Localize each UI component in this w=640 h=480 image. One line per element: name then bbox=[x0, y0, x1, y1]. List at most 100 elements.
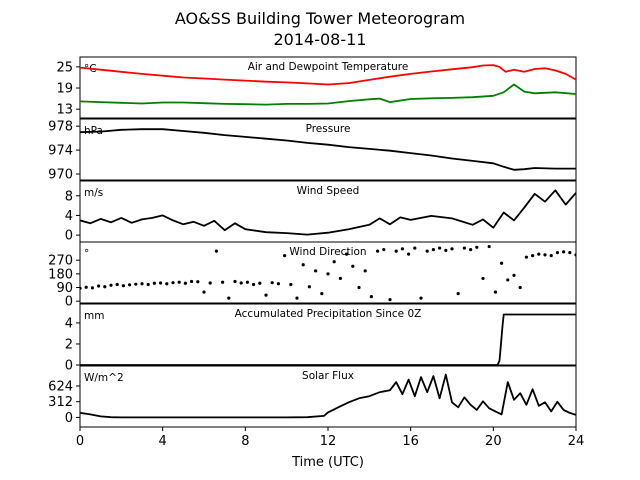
y-tick-label: 0 bbox=[65, 411, 73, 426]
data-point bbox=[276, 282, 280, 286]
data-point bbox=[326, 272, 330, 276]
data-point bbox=[555, 251, 560, 255]
x-tick-label: 8 bbox=[241, 434, 249, 449]
data-point bbox=[252, 282, 256, 287]
y-tick-label: 0 bbox=[65, 359, 73, 374]
data-point bbox=[90, 286, 94, 290]
data-point bbox=[351, 264, 355, 268]
series-wind_direction-0 bbox=[80, 244, 576, 302]
panel-precipitation: Accumulated Precipitation Since 0Z mm 0 2 4 bbox=[65, 303, 577, 374]
data-point bbox=[202, 290, 206, 294]
data-point bbox=[425, 249, 429, 253]
data-point bbox=[438, 246, 442, 250]
data-point bbox=[407, 252, 411, 256]
data-point bbox=[444, 248, 448, 252]
data-point bbox=[394, 249, 398, 253]
series-temperature-1 bbox=[80, 83, 576, 106]
y-tick-label: 970 bbox=[48, 168, 73, 183]
data-point bbox=[419, 296, 423, 300]
series-line bbox=[80, 64, 576, 86]
data-point bbox=[549, 254, 553, 258]
data-point bbox=[500, 261, 504, 265]
series-temperature-0 bbox=[80, 64, 576, 86]
data-point bbox=[369, 295, 373, 299]
data-point bbox=[270, 281, 274, 285]
panel-title: Wind Speed bbox=[297, 185, 360, 197]
data-point bbox=[159, 281, 163, 285]
data-point bbox=[524, 255, 529, 259]
y-tick-label: 13 bbox=[56, 103, 73, 118]
data-point bbox=[103, 285, 107, 289]
panel-title: Wind Direction bbox=[289, 246, 366, 258]
data-point bbox=[301, 263, 305, 267]
y-tick-label: 0 bbox=[65, 229, 73, 244]
panel-title: Solar Flux bbox=[302, 370, 354, 382]
x-axis-label: Time (UTC) bbox=[291, 455, 364, 470]
data-point bbox=[227, 296, 231, 300]
data-point bbox=[140, 282, 144, 286]
data-point bbox=[388, 298, 392, 302]
y-tick-label: 8 bbox=[65, 189, 73, 204]
data-point bbox=[320, 291, 324, 296]
data-point bbox=[400, 247, 404, 251]
panel-unit: W/m^2 bbox=[84, 372, 124, 384]
y-tick-label: 0 bbox=[65, 295, 73, 310]
panel-title: Pressure bbox=[306, 123, 351, 135]
data-point bbox=[152, 281, 156, 285]
data-point bbox=[314, 269, 318, 273]
data-point bbox=[518, 285, 522, 290]
series-line bbox=[80, 373, 576, 419]
data-point bbox=[221, 280, 225, 284]
y-tick-label: 2 bbox=[65, 337, 73, 352]
data-point bbox=[171, 281, 175, 285]
data-point bbox=[208, 281, 212, 285]
data-point bbox=[196, 280, 200, 284]
series-wind_speed-0 bbox=[80, 189, 576, 236]
panel-frame bbox=[79, 241, 577, 304]
data-point bbox=[537, 252, 541, 256]
data-point bbox=[562, 250, 566, 254]
y-tick-label: 978 bbox=[48, 120, 73, 135]
data-point bbox=[84, 285, 88, 289]
series-line bbox=[80, 189, 576, 236]
y-tick-label: 4 bbox=[65, 209, 73, 224]
data-point bbox=[264, 293, 268, 297]
data-point bbox=[568, 251, 572, 255]
data-point bbox=[128, 283, 132, 287]
data-point bbox=[183, 281, 187, 285]
data-point bbox=[109, 283, 113, 287]
x-tick-label: 12 bbox=[320, 434, 337, 449]
x-tick-label: 0 bbox=[76, 434, 84, 449]
panel-unit: mm bbox=[84, 310, 104, 322]
data-point bbox=[481, 276, 485, 281]
figure-date: 2014-08-11 bbox=[274, 30, 367, 49]
panel-unit: ° bbox=[84, 248, 89, 260]
figure-title: AO&SS Building Tower Meteorogram bbox=[175, 9, 465, 28]
data-point bbox=[165, 282, 169, 286]
data-point bbox=[245, 280, 249, 284]
y-tick-label: 624 bbox=[48, 379, 73, 394]
data-point bbox=[376, 249, 380, 253]
panel-frame bbox=[79, 56, 577, 119]
y-tick-label: 974 bbox=[48, 144, 73, 159]
data-point bbox=[332, 260, 336, 264]
data-point bbox=[338, 276, 342, 281]
data-point bbox=[462, 246, 466, 250]
data-point bbox=[456, 291, 460, 296]
data-point bbox=[214, 249, 218, 253]
data-point bbox=[512, 273, 516, 277]
y-tick-label: 4 bbox=[65, 316, 73, 331]
data-point bbox=[487, 244, 491, 249]
data-point bbox=[574, 253, 576, 257]
series-line bbox=[80, 313, 576, 365]
data-point bbox=[295, 296, 299, 300]
series-solar-0 bbox=[80, 373, 576, 419]
x-tick-label: 16 bbox=[402, 434, 419, 449]
series-precipitation-0 bbox=[80, 313, 576, 365]
data-point bbox=[233, 279, 237, 284]
y-tick-label: 180 bbox=[48, 267, 73, 282]
